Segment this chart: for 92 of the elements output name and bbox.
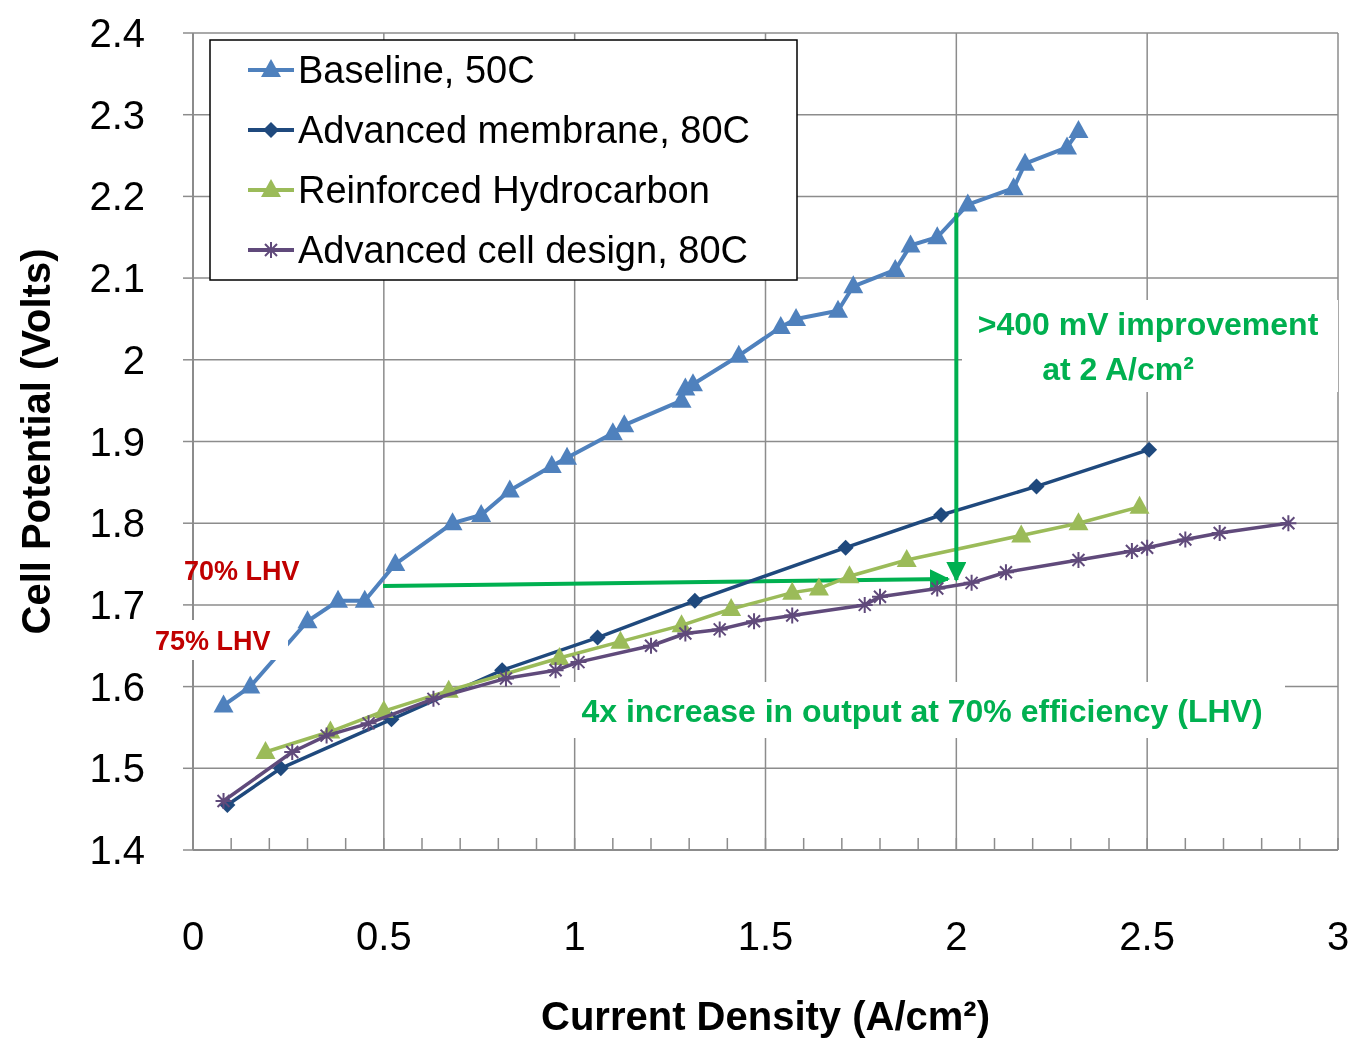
point [808, 577, 829, 596]
x-tick-label: 0.5 [356, 914, 412, 958]
point [783, 606, 802, 625]
point [546, 661, 565, 680]
point [782, 581, 803, 600]
point [557, 446, 578, 465]
point [1210, 524, 1229, 542]
y-tick-label: 2.4 [89, 11, 145, 55]
annotation: 4x increase in output at 70% efficiency (LHV) [581, 693, 1263, 729]
point [1279, 514, 1298, 533]
x-tick-label: 3 [1326, 914, 1350, 958]
point [896, 548, 917, 567]
point [1176, 530, 1195, 549]
point [843, 275, 864, 294]
point [1011, 524, 1032, 543]
point [728, 344, 749, 363]
point [471, 504, 492, 523]
point [642, 636, 660, 655]
x-tick-label: 0 [181, 914, 205, 958]
point [541, 455, 562, 474]
point [1141, 441, 1158, 458]
point [424, 689, 443, 708]
x-tick-label: 2.5 [1119, 914, 1175, 958]
point [569, 653, 588, 672]
point [1068, 120, 1089, 139]
y-tick-label: 2.1 [89, 256, 145, 301]
point [272, 760, 289, 777]
point [602, 422, 623, 441]
x-tick-label: 1.5 [737, 914, 794, 958]
point [496, 669, 515, 688]
x-axis-title: Current Density (A/cm²) [541, 994, 990, 1038]
point [549, 647, 570, 665]
point [589, 629, 606, 646]
point [996, 563, 1015, 582]
y-tick-label: 1.4 [89, 828, 145, 872]
point [317, 726, 336, 745]
y-tick-label: 2.2 [89, 174, 145, 219]
point [885, 258, 906, 277]
y-axis-title: Cell Potential (Volts) [14, 248, 58, 635]
x-tick-label: 1 [563, 914, 586, 958]
point [721, 597, 742, 616]
point [1129, 495, 1150, 514]
y-tick-label: 1.6 [89, 664, 145, 709]
point [385, 553, 406, 572]
point [686, 592, 703, 609]
y-tick-label: 1.8 [89, 501, 145, 546]
point [786, 307, 807, 326]
point [770, 316, 791, 335]
point [328, 589, 349, 608]
legend-label: Advanced cell design, 80C [298, 229, 748, 272]
point [710, 620, 729, 639]
point [927, 226, 948, 245]
point [1069, 550, 1088, 569]
point [962, 573, 981, 592]
point [214, 791, 233, 810]
point [957, 193, 978, 212]
legend-label: Reinforced Hydrocarbon [298, 169, 710, 212]
annotation: 70% LHV [184, 556, 300, 586]
point [354, 589, 375, 608]
y-tick-label: 1.9 [89, 419, 145, 464]
point [499, 479, 520, 498]
point [933, 507, 950, 524]
point [1003, 177, 1024, 196]
y-tick-label: 1.5 [89, 746, 145, 791]
point [1015, 152, 1036, 171]
point [240, 675, 261, 694]
point [1068, 512, 1089, 531]
legend-label: Advanced membrane, 80C [298, 109, 751, 152]
point [828, 299, 849, 318]
point [1028, 478, 1045, 495]
y-tick-label: 2.3 [89, 92, 145, 137]
point [676, 624, 695, 643]
point [610, 630, 631, 649]
y-tick-label: 1.7 [89, 582, 145, 627]
annotation: >400 mV improvement at 2 A/cm² [977, 306, 1319, 387]
legend-label: Baseline, 50C [298, 49, 535, 92]
point [745, 612, 764, 631]
y-tick-label: 2 [122, 337, 145, 382]
point [928, 579, 947, 598]
point [614, 414, 635, 433]
point [283, 742, 302, 761]
point [442, 512, 463, 531]
point [297, 610, 318, 629]
point [213, 694, 234, 713]
x-tick-label: 2 [945, 914, 968, 958]
annotation: 75% LHV [155, 626, 271, 656]
point [837, 539, 854, 556]
point [900, 234, 921, 253]
point [359, 714, 378, 733]
point [839, 565, 860, 584]
point [255, 740, 276, 759]
point [1057, 136, 1078, 155]
